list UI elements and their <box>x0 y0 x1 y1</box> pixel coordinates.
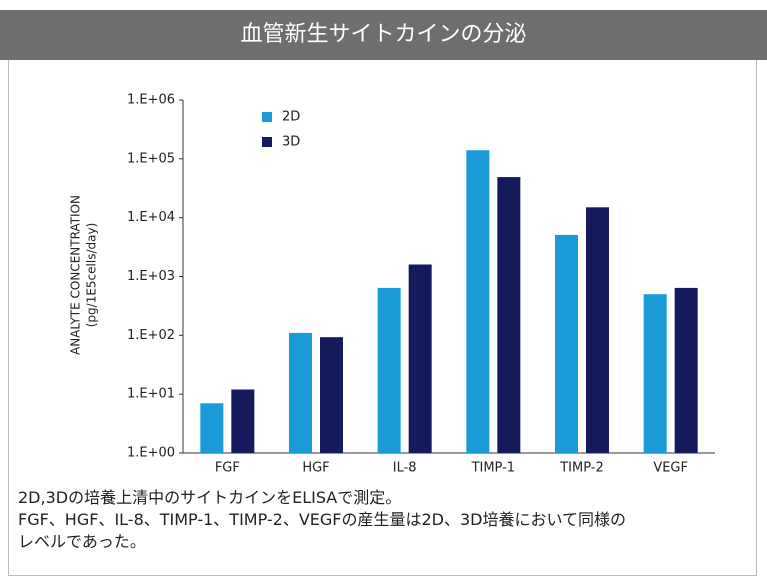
x-tick-label: TIMP-1 <box>471 461 516 476</box>
x-tick-label: FGF <box>215 461 240 476</box>
frame <box>8 10 757 576</box>
x-tick-label: VEGF <box>653 461 688 476</box>
bar <box>555 234 578 453</box>
bar <box>231 389 255 453</box>
bar <box>408 264 432 453</box>
x-tick-label: HGF <box>302 461 329 476</box>
bar <box>643 294 667 453</box>
y-tick-label: 1.E+01 <box>127 387 175 402</box>
bar <box>674 287 698 453</box>
bar <box>200 403 224 453</box>
legend-swatch <box>262 137 272 147</box>
y-tick-label: 1.E+05 <box>127 151 175 166</box>
bar <box>289 332 312 453</box>
y-tick-label: 1.E+04 <box>127 210 175 225</box>
caption-line: レベルであった。 <box>18 532 146 551</box>
caption: 2D,3Dの培養上清中のサイトカインをELISAで測定。 FGF、HGF、IL-… <box>18 487 626 553</box>
caption-line: FGF、HGF、IL-8、TIMP-1、TIMP-2、VEGFの産生量は2D、3… <box>18 510 627 529</box>
y-tick-label: 1.E+03 <box>127 269 175 284</box>
x-tick-label: IL-8 <box>393 461 417 476</box>
legend-label: 2D <box>282 110 300 125</box>
y-tick-label: 1.E+00 <box>127 446 175 461</box>
y-axis-label: (pg/1E5cells/day) <box>85 223 99 328</box>
caption-line: 2D,3Dの培養上清中のサイトカインをELISAで測定。 <box>18 488 402 507</box>
bar <box>586 207 609 453</box>
bar <box>497 177 521 454</box>
y-axis-label: ANALYTE CONCENTRATION <box>69 195 83 355</box>
legend-label: 3D <box>282 135 300 150</box>
bar <box>320 337 343 453</box>
legend-swatch <box>262 112 272 122</box>
bar <box>466 150 490 453</box>
bar <box>377 287 401 453</box>
y-tick-label: 1.E+06 <box>127 93 175 108</box>
x-tick-label: TIMP-2 <box>559 461 604 476</box>
chart-title: 血管新生サイトカインの分泌 <box>0 10 767 60</box>
y-tick-label: 1.E+02 <box>127 328 175 343</box>
